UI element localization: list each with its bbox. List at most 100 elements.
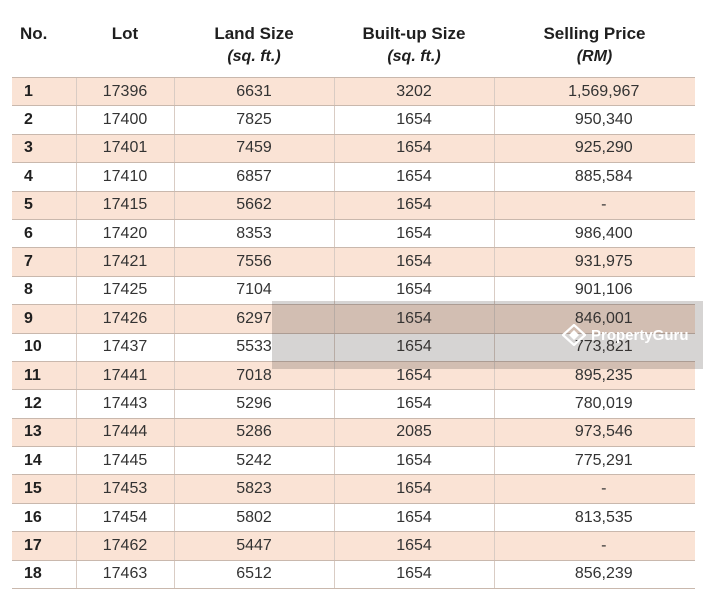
cell-lot: 17454 <box>75 502 174 533</box>
cell-lot: 17462 <box>75 531 174 561</box>
table-row: 6 17420 8353 1654 986,400 <box>12 218 695 249</box>
cell-selling-price: 950,340 <box>493 105 695 135</box>
cell-land-size: 5286 <box>173 417 334 448</box>
cell-no: 11 <box>12 360 76 391</box>
cell-built-up-size: 1654 <box>333 105 494 135</box>
cell-built-up-size: 1654 <box>333 474 494 504</box>
cell-selling-price: 773,821 <box>493 332 695 362</box>
cell-land-size: 7104 <box>173 275 334 306</box>
cell-no: 5 <box>12 190 76 220</box>
cell-lot: 17463 <box>75 559 174 590</box>
table-row: 11 17441 7018 1654 895,235 <box>12 360 695 391</box>
cell-land-size: 7825 <box>173 105 334 135</box>
cell-selling-price: 780,019 <box>493 389 695 419</box>
cell-land-size: 5447 <box>173 531 334 561</box>
cell-no: 17 <box>12 531 76 561</box>
cell-lot: 17420 <box>75 218 174 249</box>
cell-land-size: 5242 <box>173 446 334 476</box>
cell-lot: 17441 <box>75 360 174 391</box>
header-built-up-size: Built-up Size (sq. ft.) <box>334 0 494 78</box>
header-selling-price-unit: (RM) <box>576 48 613 65</box>
table-body: 1 17396 6631 3202 1,569,967 2 17400 7825 1654 950… <box>12 76 695 590</box>
cell-selling-price: 973,546 <box>493 417 695 448</box>
header-row: No. Lot Land Size (sq. ft.) Built-up Siz… <box>12 0 695 78</box>
cell-land-size: 6297 <box>173 304 334 334</box>
cell-built-up-size: 1654 <box>333 162 494 192</box>
header-selling-price-label: Selling Price <box>543 24 646 43</box>
watermark-brand: PropertyGuru <box>591 326 689 344</box>
cell-no: 6 <box>12 218 76 249</box>
cell-lot: 17437 <box>75 332 174 362</box>
header-no: No. <box>20 24 48 43</box>
cell-no: 7 <box>12 247 76 277</box>
table-row: 9 17426 6297 1654 846,001 <box>12 304 695 334</box>
header-lot: Lot <box>111 24 139 43</box>
cell-lot: 17410 <box>75 162 174 192</box>
cell-lot: 17421 <box>75 247 174 277</box>
header-selling-price: Selling Price (RM) <box>494 0 695 78</box>
cell-land-size: 6631 <box>173 76 334 107</box>
price-table-container: No. Lot Land Size (sq. ft.) Built-up Siz… <box>12 0 695 590</box>
table-row: 18 17463 6512 1654 856,239 <box>12 559 695 590</box>
cell-no: 15 <box>12 474 76 504</box>
cell-lot: 17453 <box>75 474 174 504</box>
cell-selling-price: 901,106 <box>493 275 695 306</box>
cell-selling-price: 885,584 <box>493 162 695 192</box>
cell-land-size: 7459 <box>173 133 334 164</box>
cell-lot: 17443 <box>75 389 174 419</box>
cell-land-size: 5823 <box>173 474 334 504</box>
cell-land-size: 5662 <box>173 190 334 220</box>
cell-lot: 17401 <box>75 133 174 164</box>
cell-selling-price: 895,235 <box>493 360 695 391</box>
cell-land-size: 7556 <box>173 247 334 277</box>
cell-land-size: 7018 <box>173 360 334 391</box>
cell-selling-price: 986,400 <box>493 218 695 249</box>
cell-built-up-size: 1654 <box>333 531 494 561</box>
cell-built-up-size: 1654 <box>333 446 494 476</box>
header-land-size-unit: (sq. ft.) <box>227 48 281 65</box>
table-row: 8 17425 7104 1654 901,106 <box>12 275 695 306</box>
table-row: 1 17396 6631 3202 1,569,967 <box>12 76 695 107</box>
cell-no: 8 <box>12 275 76 306</box>
cell-lot: 17396 <box>75 76 174 107</box>
table-row: 10 17437 5533 1654 773,821 <box>12 332 695 362</box>
table-header: No. Lot Land Size (sq. ft.) Built-up Siz… <box>12 0 695 78</box>
cell-built-up-size: 1654 <box>333 360 494 391</box>
cell-built-up-size: 1654 <box>333 275 494 306</box>
cell-land-size: 5296 <box>173 389 334 419</box>
cell-selling-price: 813,535 <box>493 502 695 533</box>
cell-built-up-size: 1654 <box>333 190 494 220</box>
cell-no: 1 <box>12 76 76 107</box>
cell-built-up-size: 1654 <box>333 218 494 249</box>
cell-built-up-size: 1654 <box>333 559 494 590</box>
cell-no: 3 <box>12 133 76 164</box>
cell-land-size: 5802 <box>173 502 334 533</box>
cell-land-size: 8353 <box>173 218 334 249</box>
cell-no: 13 <box>12 417 76 448</box>
cell-no: 12 <box>12 389 76 419</box>
header-land-size-label: Land Size <box>214 24 294 43</box>
header-land-size: Land Size (sq. ft.) <box>174 0 334 78</box>
cell-selling-price: - <box>493 531 695 561</box>
cell-built-up-size: 1654 <box>333 247 494 277</box>
cell-built-up-size: 2085 <box>333 417 494 448</box>
price-table: No. Lot Land Size (sq. ft.) Built-up Siz… <box>12 0 695 590</box>
cell-built-up-size: 3202 <box>333 76 494 107</box>
cell-lot: 17425 <box>75 275 174 306</box>
cell-no: 18 <box>12 559 76 590</box>
table-row: 2 17400 7825 1654 950,340 <box>12 105 695 135</box>
cell-no: 4 <box>12 162 76 192</box>
cell-selling-price: 925,290 <box>493 133 695 164</box>
cell-selling-price: 1,569,967 <box>493 76 695 107</box>
cell-no: 2 <box>12 105 76 135</box>
table-row: 17 17462 5447 1654- <box>12 531 695 561</box>
cell-lot: 17445 <box>75 446 174 476</box>
cell-selling-price: 775,291 <box>493 446 695 476</box>
table-row: 15 17453 5823 1654- <box>12 474 695 504</box>
cell-built-up-size: 1654 <box>333 332 494 362</box>
cell-lot: 17400 <box>75 105 174 135</box>
header-built-up-size-unit: (sq. ft.) <box>387 48 441 65</box>
cell-lot: 17426 <box>75 304 174 334</box>
cell-no: 16 <box>12 502 76 533</box>
cell-land-size: 5533 <box>173 332 334 362</box>
